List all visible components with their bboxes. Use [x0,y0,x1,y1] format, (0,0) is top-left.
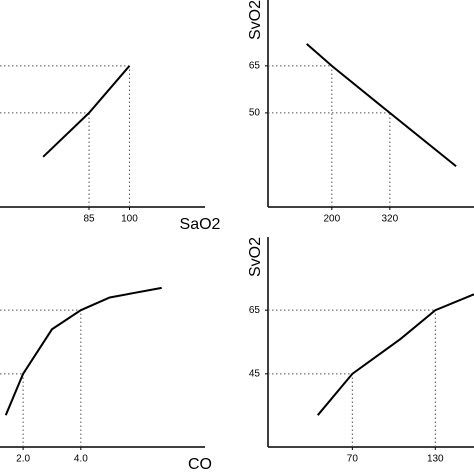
y-axis-label: SvO2 [247,237,264,277]
y-tick-label: 65 [249,61,261,72]
curve [42,65,131,158]
curve [4,286,162,416]
x-tick-label: 4.0 [74,454,88,465]
x-tick-label: 85 [83,214,95,225]
y-tick-label: 65 [249,305,261,316]
x-tick-label: 200 [323,214,340,225]
y-axis-label: SvO2 [247,0,264,40]
x-tick-label: 100 [121,214,138,225]
x-tick-label: 320 [382,214,399,225]
y-tick-label: 50 [249,108,261,119]
x-tick-label: 2.0 [16,454,30,465]
x-axis-label: SaO2 [180,216,221,233]
x-tick-label: 70 [347,454,359,465]
x-tick-label: 130 [427,454,444,465]
y-tick-label: 45 [249,368,261,379]
curve [317,293,474,416]
x-axis-label: CO [188,456,212,473]
curve [306,43,457,168]
